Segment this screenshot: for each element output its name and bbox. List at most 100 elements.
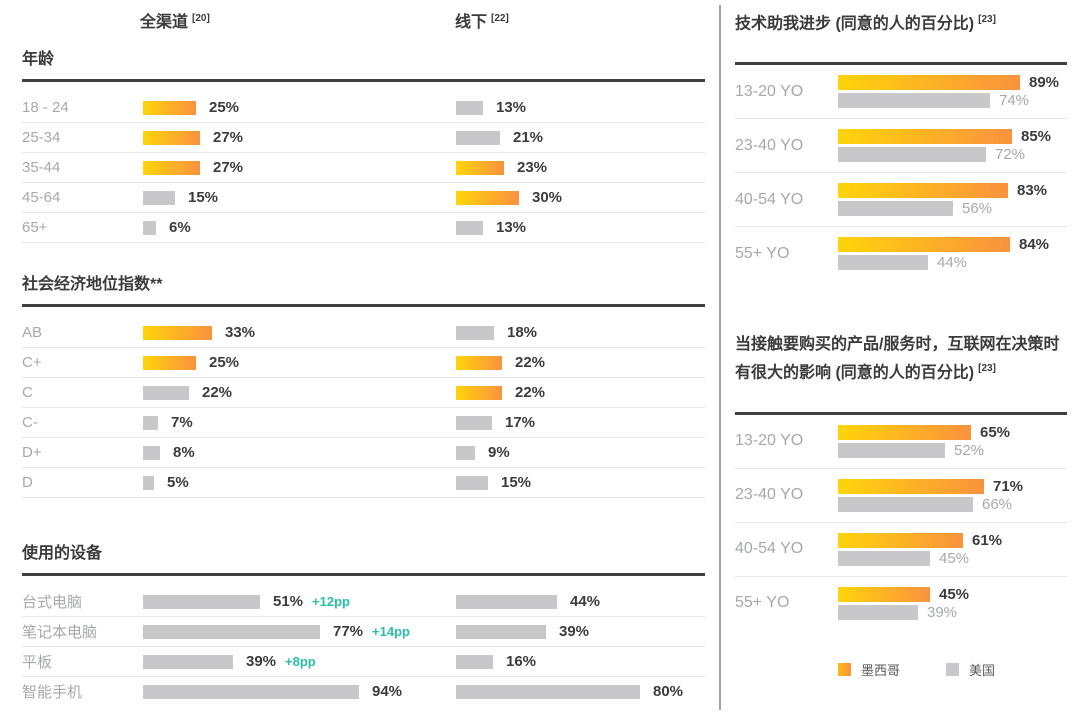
left-column-headers: 全渠道 [20] 线下 [22] <box>22 8 705 48</box>
usa-bar <box>838 496 973 512</box>
row-label: AB <box>22 324 43 341</box>
left-demographics-table: 全渠道 [20] 线下 [22] 年龄 18 - 24 25% 13% 25-34 27% 21… <box>22 0 705 706</box>
offline-cell: 44% <box>456 593 705 610</box>
bar-pair: 85% 72% <box>838 128 1051 164</box>
omnichannel-bar <box>143 385 189 400</box>
section-title: 年龄 <box>22 51 55 68</box>
offline-cell: 13% <box>456 219 705 236</box>
row-label: D+ <box>22 444 42 461</box>
value-label: 7% <box>171 414 193 431</box>
chart-title-text: 当接触要购买的产品/服务时，互联网在决策时有很大的影响 (同意的人的百分比) <box>735 336 1060 382</box>
row-label: 65+ <box>22 219 48 236</box>
value-label: 23% <box>517 159 548 176</box>
omnichannel-bar <box>143 325 212 340</box>
omnichannel-cell: 25% <box>143 99 456 116</box>
left-sections: 年龄 18 - 24 25% 13% 25-34 27% 21% 35-44 27% 23% 45-… <box>22 50 705 706</box>
age-group-label: 55+ YO <box>735 594 790 612</box>
value-label: 51% <box>273 593 304 610</box>
mexico-bar <box>838 586 930 602</box>
usa-bar-line: 44% <box>838 254 1049 271</box>
chart-row: 40-54 YO 83% 56% <box>735 173 1067 228</box>
table-row: C+ 25% 22% <box>22 348 705 378</box>
usa-bar <box>838 255 928 271</box>
age-group-label: 23-40 YO <box>735 136 804 154</box>
section-0: 年龄 18 - 24 25% 13% 25-34 27% 21% 35-44 27% 23% 45-… <box>22 50 705 243</box>
offline-cell: 16% <box>456 653 705 670</box>
table-row: D+ 8% 9% <box>22 438 705 468</box>
offline-cell: 13% <box>456 99 705 116</box>
section-rows: 台式电脑 51% +12pp 44% 笔记本电脑 77% +14pp 39% 平板 39% +8pp… <box>22 587 705 706</box>
offline-bar <box>456 654 493 669</box>
offline-bar <box>456 160 504 175</box>
value-label: 30% <box>532 189 563 206</box>
mexico-bar <box>838 237 1010 253</box>
offline-bar <box>456 190 519 205</box>
legend-item: 美国 <box>946 660 995 679</box>
offline-bar <box>456 415 492 430</box>
chart-divider-line <box>735 411 1067 415</box>
omnichannel-cell: 15% <box>143 189 456 206</box>
mexico-bar <box>838 532 963 548</box>
column-header-omnichannel: 全渠道 [20] <box>140 8 210 32</box>
vertical-divider <box>719 5 721 710</box>
section-1: 社会经济地位指数** AB 33% 18% C+ 25% 22% C 22% 22% C- 7% 17%… <box>22 275 705 498</box>
chart-rows: 13-20 YO 89% 74% 23-40 YO 85% 72% 40-54 YO 83% 5… <box>735 65 1067 280</box>
chart-row: 13-20 YO 89% 74% <box>735 65 1067 120</box>
mexico-bar-line: 45% <box>838 585 970 603</box>
section-divider-line <box>22 304 705 307</box>
column-header-label: 线下 <box>455 14 488 31</box>
age-group-label: 40-54 YO <box>735 190 804 208</box>
value-label: 13% <box>496 219 527 236</box>
legend: 墨西哥 美国 <box>838 660 1067 679</box>
mexico-bar <box>838 478 984 494</box>
chart-rows: 13-20 YO 65% 52% 23-40 YO 71% 66% 40-54 YO 61% 4… <box>735 415 1067 630</box>
orange-swatch-icon <box>838 662 851 676</box>
value-label: 80% <box>653 683 684 700</box>
value-label: 94% <box>372 683 403 700</box>
delta-label: +8pp <box>285 654 316 669</box>
mexico-bar <box>838 424 971 440</box>
omnichannel-bar <box>143 624 320 639</box>
omnichannel-cell: 39% +8pp <box>143 653 456 670</box>
usa-value-label: 66% <box>982 495 1013 513</box>
usa-bar-line: 72% <box>838 146 1051 164</box>
chart-row: 40-54 YO 61% 45% <box>735 523 1067 577</box>
offline-bar <box>456 594 557 609</box>
offline-cell: 17% <box>456 414 705 431</box>
offline-bar <box>456 385 502 400</box>
usa-bar-line: 66% <box>838 495 1023 513</box>
table-row: 平板 39% +8pp 16% <box>22 647 705 677</box>
usa-value-label: 45% <box>939 549 970 567</box>
usa-value-label: 72% <box>995 146 1026 164</box>
chart-title-superscript: [23] <box>978 14 996 25</box>
legend-label: 美国 <box>969 662 996 678</box>
usa-value-label: 39% <box>927 603 958 621</box>
row-label: C <box>22 384 33 401</box>
value-label: 15% <box>501 474 532 491</box>
offline-cell: 30% <box>456 189 705 206</box>
table-row: 45-64 15% 30% <box>22 183 705 213</box>
omnichannel-bar <box>143 100 196 115</box>
value-label: 22% <box>515 354 546 371</box>
usa-bar-line: 45% <box>838 549 1002 567</box>
omnichannel-bar <box>143 594 260 609</box>
mexico-value-label: 61% <box>972 531 1003 549</box>
section-title: 社会经济地位指数** <box>22 276 163 293</box>
bar-pair: 65% 52% <box>838 424 1010 459</box>
offline-cell: 80% <box>456 683 705 700</box>
usa-bar <box>838 604 918 620</box>
table-row: 65+ 6% 13% <box>22 213 705 243</box>
value-label: 27% <box>213 129 244 146</box>
right-charts: 技术助我进步 (同意的人的百分比) [23] 13-20 YO 89% 74% 23-40… <box>735 8 1067 630</box>
section-rows: 18 - 24 25% 13% 25-34 27% 21% 35-44 27% 23% 45-64… <box>22 93 705 243</box>
age-group-label: 55+ YO <box>735 244 790 262</box>
offline-bar <box>456 130 500 145</box>
table-row: 智能手机 94% 80% <box>22 677 705 706</box>
usa-bar <box>838 550 930 566</box>
value-label: 9% <box>488 444 510 461</box>
section-title: 使用的设备 <box>22 545 103 562</box>
mexico-value-label: 45% <box>939 585 970 603</box>
omnichannel-bar <box>143 654 233 669</box>
bar-pair: 84% 44% <box>838 236 1049 271</box>
omnichannel-bar <box>143 130 200 145</box>
